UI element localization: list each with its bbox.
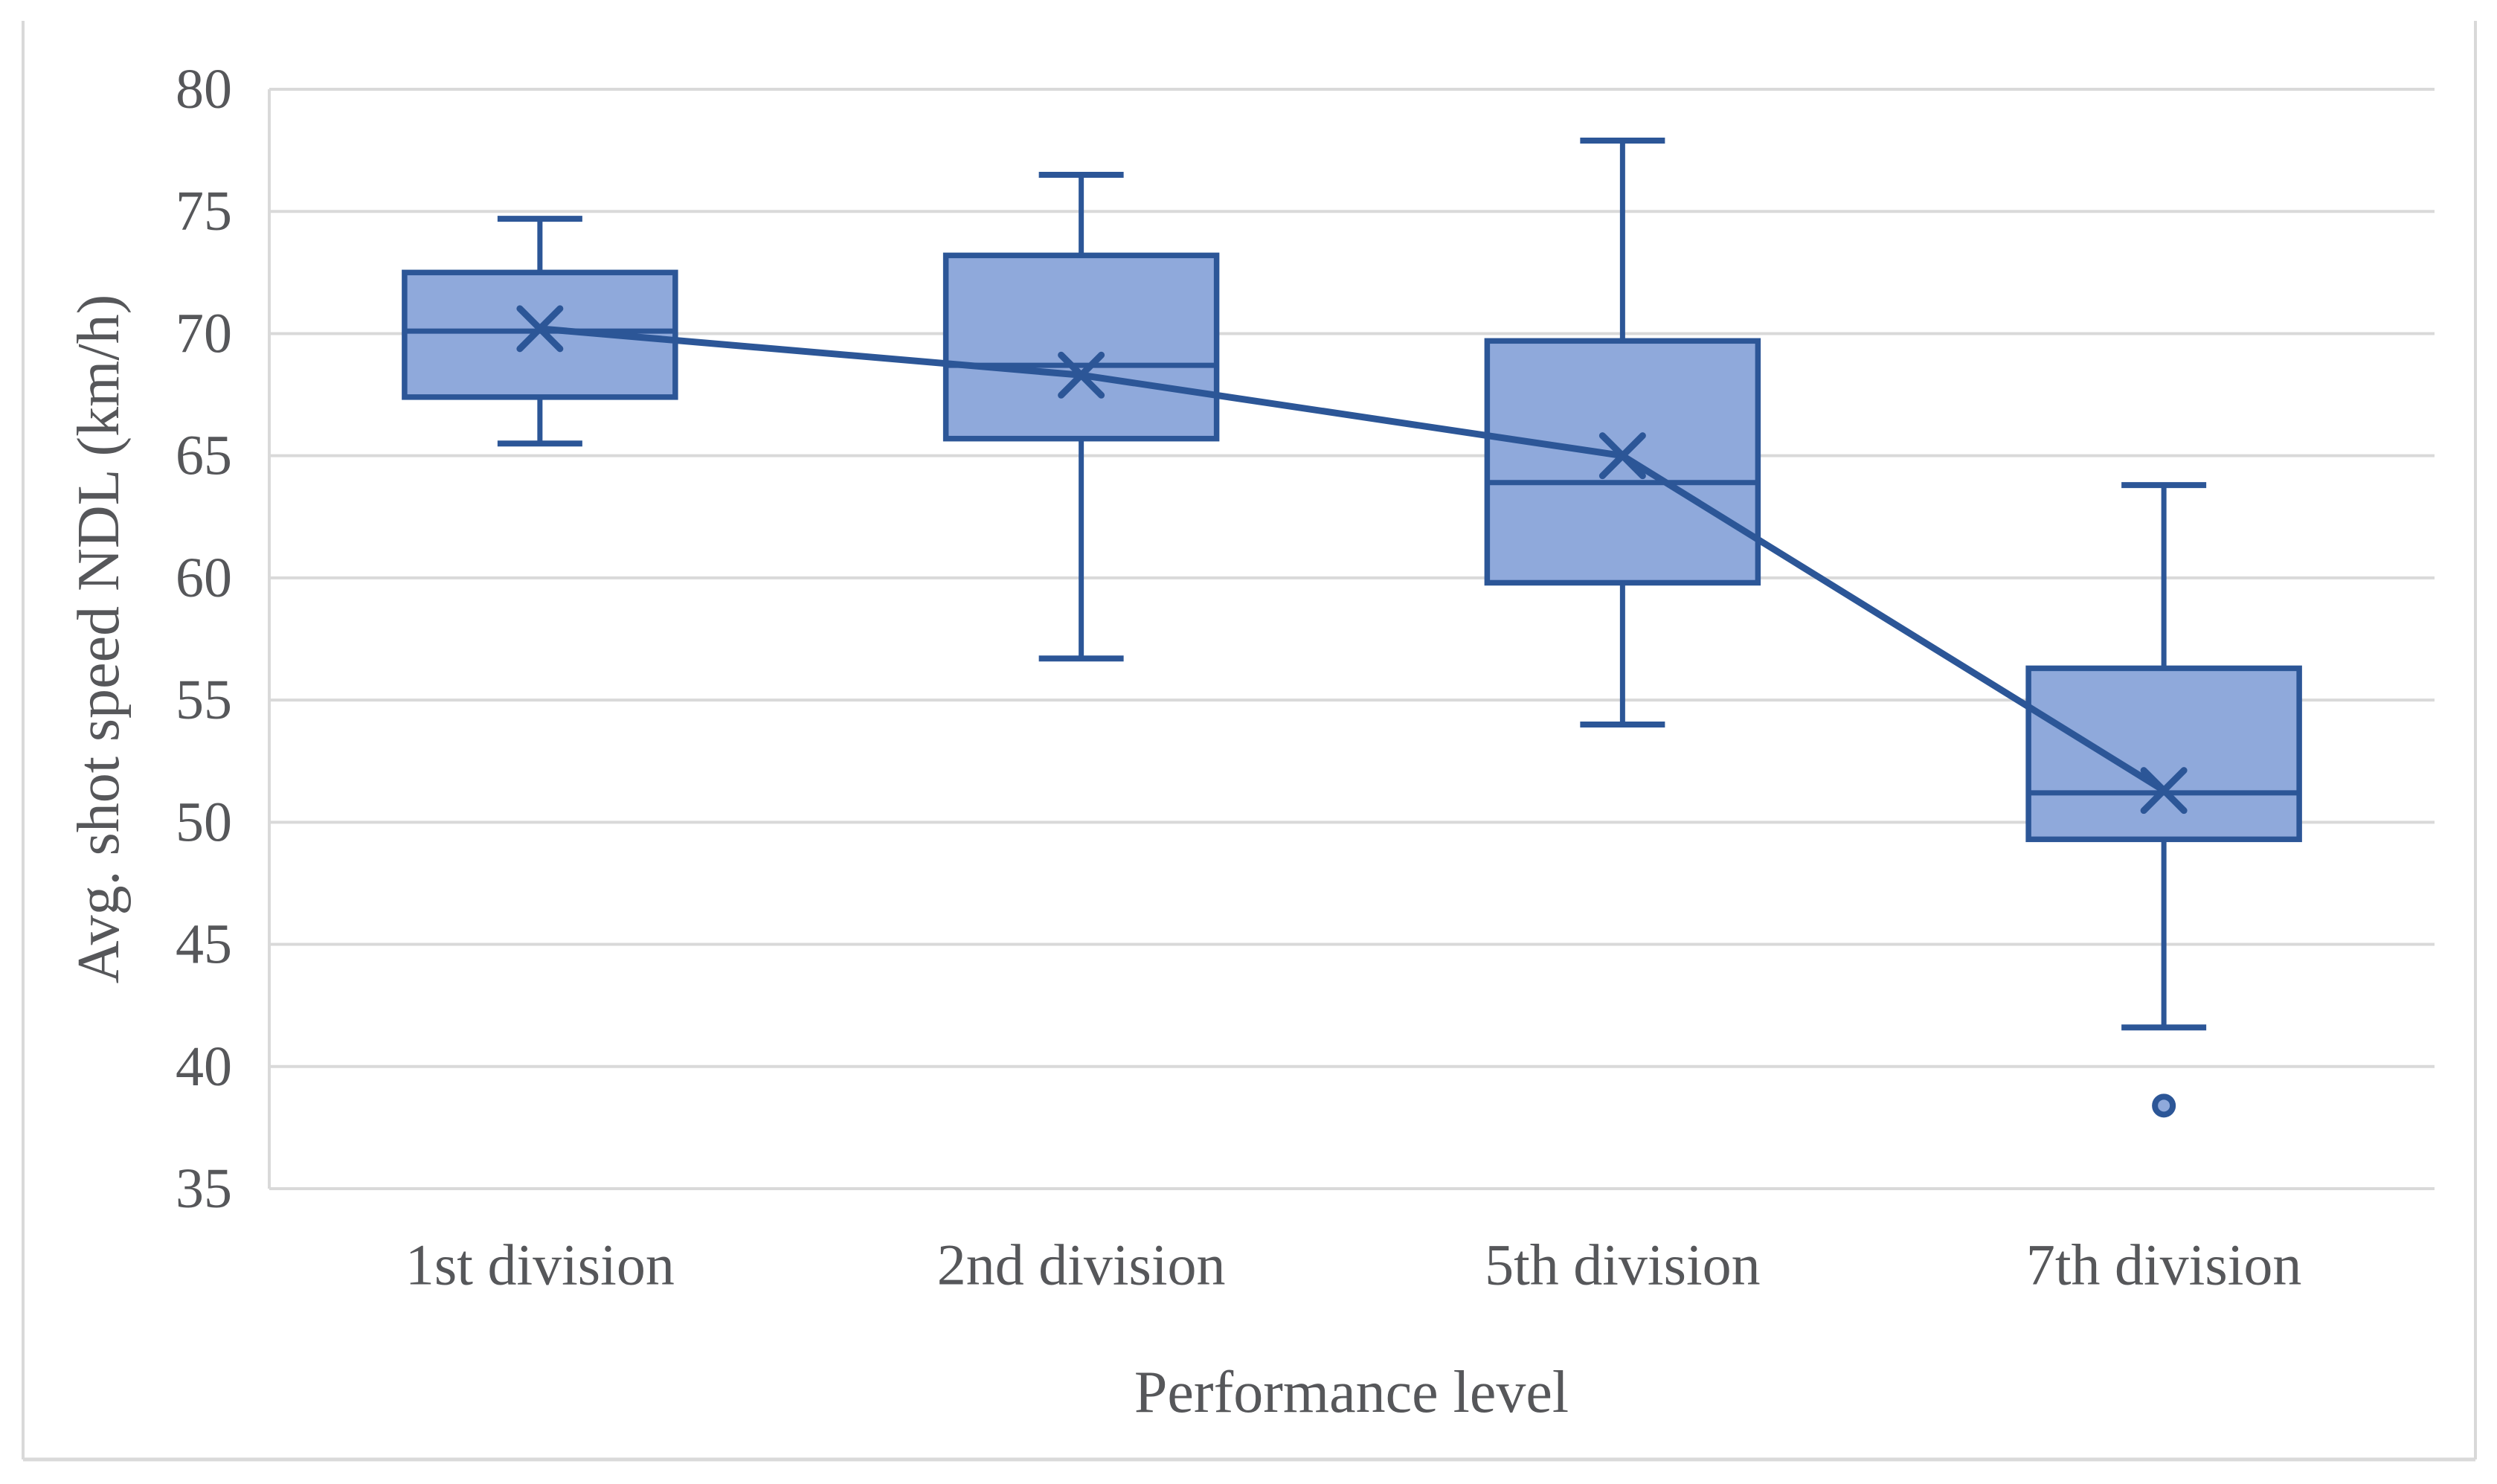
y-tick-label: 45 [176, 913, 232, 976]
outlier-point [2152, 1093, 2176, 1118]
iqr-box [2025, 665, 2302, 843]
y-tick-labels: 80 75 70 65 60 55 50 45 40 35 [176, 58, 232, 1220]
gridlines [269, 88, 2435, 1190]
x-axis-title: Performance level [1134, 1360, 1569, 1425]
x-category-label: 7th division [2026, 1233, 2302, 1297]
box-5th-division [1484, 137, 1761, 727]
y-tick-label: 40 [176, 1035, 232, 1098]
y-tick-label: 60 [176, 547, 232, 609]
y-tick-label: 65 [176, 425, 232, 487]
x-category-label: 2nd division [937, 1233, 1226, 1297]
mean-x-stroke [1058, 351, 1105, 399]
box-2nd-division [942, 171, 1220, 662]
mean-x-stroke [1598, 432, 1646, 480]
x-category-labels: 1st division 2nd division 5th division 7th … [405, 1233, 2301, 1297]
y-tick-label: 55 [176, 669, 232, 731]
mean-x-stroke [2140, 767, 2188, 815]
y-tick-label: 75 [176, 180, 232, 242]
y-tick-label: 50 [176, 791, 232, 853]
iqr-box [942, 252, 1220, 442]
box-7th-division [2025, 482, 2302, 1031]
mean-marker [1598, 432, 1646, 480]
x-category-label: 5th division [1485, 1233, 1761, 1297]
mean-x-stroke [516, 305, 564, 353]
x-category-label: 1st division [405, 1233, 675, 1297]
mean-connector-line [539, 325, 2166, 794]
y-axis-title: Avg. shot speed NDL (km/h) [66, 294, 132, 984]
mean-marker [1058, 351, 1105, 399]
y-tick-label: 70 [176, 302, 232, 364]
mean-marker [516, 305, 564, 353]
y-tick-label: 35 [176, 1157, 232, 1220]
iqr-box [1484, 338, 1761, 586]
mean-marker [2140, 767, 2188, 815]
y-tick-label: 80 [176, 58, 232, 121]
